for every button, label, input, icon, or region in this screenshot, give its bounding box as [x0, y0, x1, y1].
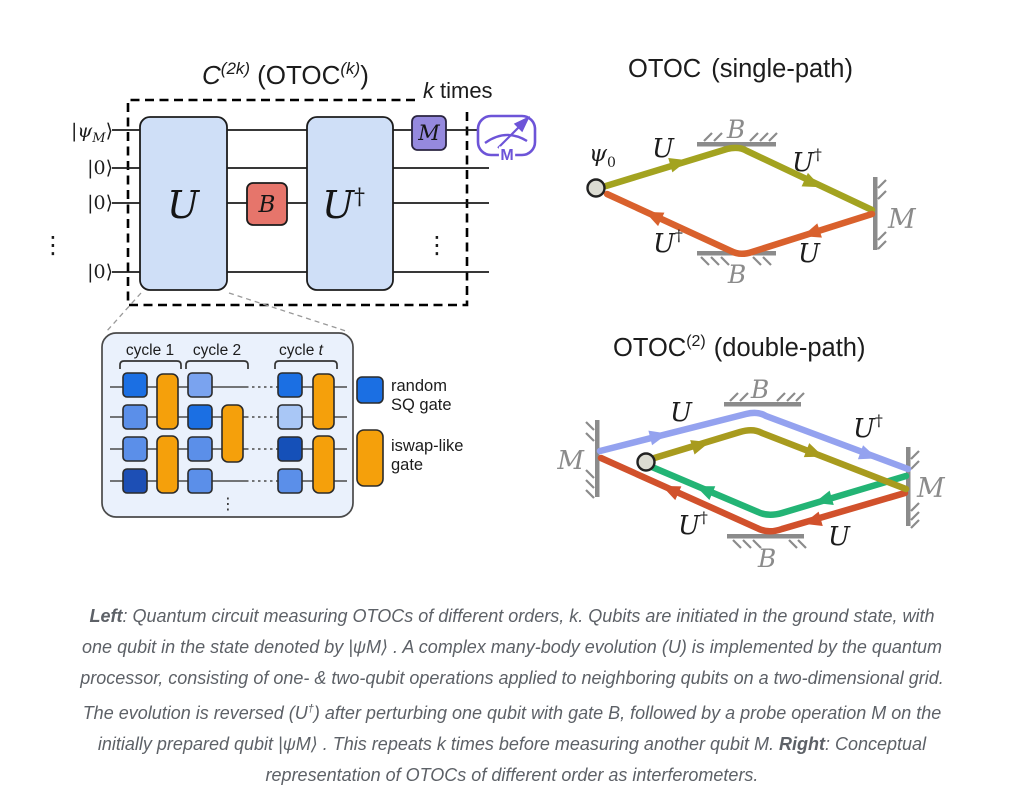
- u-gate: U: [139, 116, 228, 291]
- u-label-top: U: [652, 134, 675, 164]
- b-mirror-bottom: B: [697, 251, 776, 289]
- initial-state-dot-double: [636, 452, 656, 472]
- u-dagger-label-bottom-double: U†: [678, 508, 708, 541]
- meter-m-label: M: [500, 147, 513, 164]
- b-gate-label: B: [258, 192, 276, 218]
- caption-line-2: one qubit in the state denoted by |ψM⟩ .…: [82, 637, 942, 657]
- otoc-single-path: OTOC (single-path) B B: [586, 55, 917, 289]
- cycle-panel: cycle 1 cycle 2 cycle t: [101, 332, 463, 518]
- u-label-bottom: U: [798, 239, 821, 269]
- meter-needle-arrowhead: [513, 115, 531, 133]
- circuit-title: C(2k) (OTOC(k)): [202, 59, 369, 90]
- outer-forward-path-blue: [596, 409, 912, 473]
- b-mirror-top: B: [697, 115, 778, 147]
- m-mirror-right-label: M: [916, 473, 946, 504]
- caption-line-6: representation of OTOCs of different ord…: [265, 765, 759, 785]
- qubit-label-zero-3: |0⟩: [87, 261, 113, 283]
- k-times-dashed-box: [126, 98, 469, 307]
- m-mirror-right-single: M: [873, 177, 917, 250]
- measurement-meter-icon: M: [476, 114, 537, 167]
- b-mirror-bottom-label: B: [727, 260, 746, 289]
- path-arrowheads: [648, 430, 878, 527]
- return-path-red: [603, 190, 876, 257]
- m-gate: M: [411, 115, 447, 151]
- m-mirror-left-label: M: [556, 446, 585, 476]
- u-gate-label: U: [167, 183, 201, 227]
- caption-line-5: initially prepared qubit |ψM⟩ . This rep…: [97, 734, 927, 754]
- u-dagger-gate-label: U†: [322, 183, 365, 227]
- inner-forward-path-olive: [647, 427, 910, 493]
- qubit-label-zero-1: |0⟩: [87, 157, 113, 179]
- single-path-title: OTOC (single-path): [628, 55, 853, 83]
- legend-iswap-line2: gate: [391, 456, 423, 474]
- iswap-gate-rects: [156, 373, 335, 494]
- k-times-label: k times: [423, 78, 493, 103]
- m-gate-label: M: [417, 121, 440, 145]
- b-gate: B: [246, 182, 288, 226]
- u-label-bottom-double: U: [828, 522, 851, 552]
- hatch-marks: [585, 421, 595, 499]
- legend-sq-swatch: [356, 376, 384, 404]
- hatch-marks: [700, 256, 772, 266]
- caption-line-4: The evolution is reversed (U†) after per…: [82, 703, 942, 723]
- caption-left-bold: Left: [89, 606, 123, 626]
- b-mirror-top-label: B: [750, 375, 769, 404]
- wire-ellipsis: ⋮: [425, 232, 449, 259]
- path-arrowheads: [644, 157, 822, 238]
- u-dagger-label-top: U†: [792, 145, 822, 178]
- hatch-marks: [729, 392, 805, 402]
- cycle-brackets: [119, 360, 338, 369]
- caption-line-3: processor, consisting of one- & two-qubi…: [80, 668, 944, 688]
- legend-sq-line2: SQ gate: [391, 396, 452, 414]
- m-mirror-label: M: [887, 204, 917, 235]
- legend-sq-line1: random: [391, 377, 447, 395]
- meter-arc: [484, 133, 528, 144]
- u-dagger-label-bottom: U†: [653, 226, 683, 259]
- meter-needle: [497, 125, 521, 149]
- otoc-double-path: OTOC(2) (double-path) M M: [556, 333, 946, 573]
- cyclet-label: cycle t: [279, 342, 324, 359]
- cycle2-label: cycle 2: [193, 342, 241, 359]
- legend-iswap-swatch: [356, 429, 384, 487]
- hatch-marks: [732, 539, 807, 549]
- b-mirror-top-label: B: [726, 115, 745, 144]
- u-label-top-double: U: [670, 398, 693, 428]
- cycle1-label: cycle 1: [126, 342, 174, 359]
- u-dagger-gate: U†: [306, 116, 394, 291]
- forward-path-olive: [602, 144, 876, 214]
- qubit-label-zero-2: |0⟩: [87, 192, 113, 214]
- circuit-diagram: C(2k) (OTOC(k)) k times |ψM⟩ |0⟩ |0⟩ ⋮ |0⟩…: [41, 59, 537, 333]
- panel-ellipsis: ⋮: [220, 496, 236, 513]
- caption-line-1: Left: Quantum circuit measuring OTOCs of…: [89, 606, 935, 626]
- caption-right-bold: Right: [779, 734, 825, 754]
- sq-gate-squares: [122, 372, 303, 494]
- initial-state-dot: [586, 178, 606, 198]
- figure-caption: Left: Quantum circuit measuring OTOCs of…: [0, 601, 1024, 791]
- inner-return-path-green: [648, 463, 910, 518]
- hatch-marks: [877, 179, 887, 250]
- legend-iswap-line1: iswap-like: [391, 437, 463, 455]
- psi0-label: ψ0: [589, 141, 616, 171]
- u-dagger-label-top-double: U†: [853, 411, 883, 444]
- zoom-projection-lines: [105, 292, 350, 333]
- double-path-title: OTOC(2) (double-path): [613, 333, 865, 362]
- gate-legend: random SQ gate iswap-like gate: [356, 376, 463, 487]
- figure-svg: C(2k) (OTOC(k)) k times |ψM⟩ |0⟩ |0⟩ ⋮ |0⟩…: [41, 55, 946, 573]
- m-mirror-right-double: M: [906, 447, 946, 529]
- qubit-ellipsis: ⋮: [41, 232, 65, 259]
- b-mirror-bottom-label: B: [757, 544, 776, 573]
- qubit-label-psi: |ψM⟩: [71, 120, 113, 146]
- hatch-marks: [910, 450, 920, 529]
- m-mirror-left-double: M: [556, 420, 600, 499]
- hatch-marks: [703, 132, 778, 142]
- b-mirror-top-double: B: [724, 375, 805, 407]
- outer-return-path-red: [597, 454, 909, 535]
- b-mirror-bottom-double: B: [727, 534, 807, 573]
